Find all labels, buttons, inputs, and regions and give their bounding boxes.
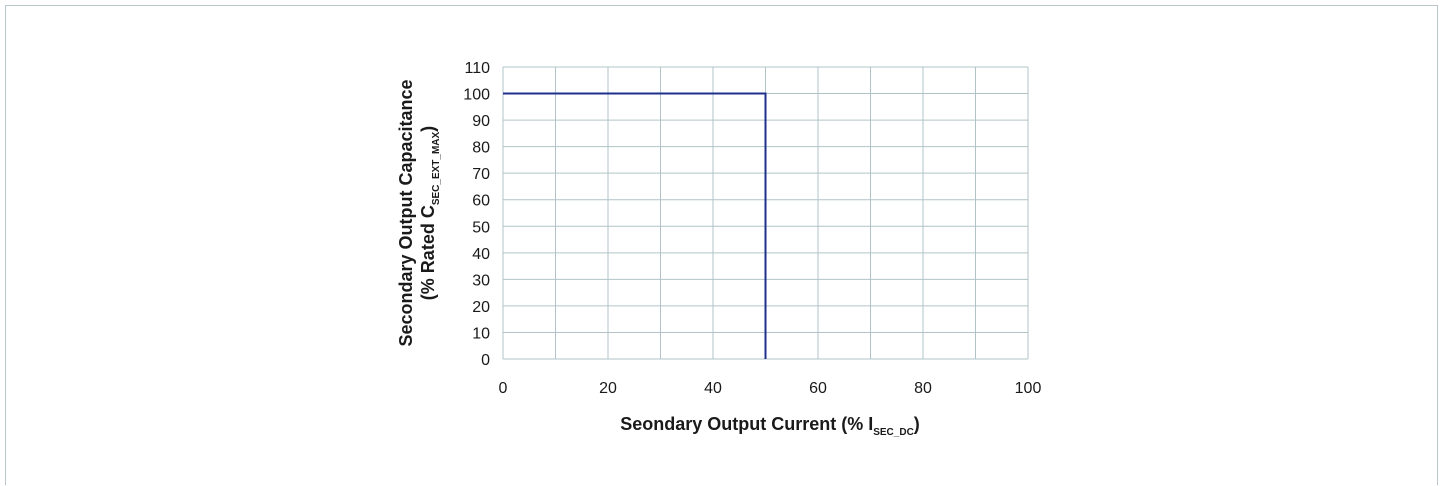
x-tick-label-80: 80 xyxy=(914,380,932,397)
y-axis-title-line2-tail: ) xyxy=(418,126,438,132)
y-axis-title-line2-main: (% Rated C xyxy=(418,205,438,300)
x-tick-label-40: 40 xyxy=(704,380,722,397)
x-axis-title-tail: ) xyxy=(914,414,920,434)
y-axis-title-line1: Secondary Output Capacitance xyxy=(396,79,416,346)
x-axis-title: Seondary Output Current (% ISEC_DC) xyxy=(620,414,920,438)
y-tick-label-80: 80 xyxy=(472,140,490,157)
y-axis-title: Secondary Output Capacitance (% Rated CS… xyxy=(396,79,442,346)
x-axis-title-main: Seondary Output Current (% I xyxy=(620,414,873,434)
y-tick-label-110: 110 xyxy=(464,60,490,77)
y-tick-label-40: 40 xyxy=(472,246,490,263)
y-tick-label-0: 0 xyxy=(481,352,490,369)
y-tick-label-20: 20 xyxy=(472,299,490,316)
x-tick-label-20: 20 xyxy=(599,380,617,397)
y-tick-label-30: 30 xyxy=(472,272,490,289)
y-tick-labels: 0 10 20 30 40 50 60 70 80 90 100 110 xyxy=(463,60,490,369)
y-tick-label-90: 90 xyxy=(472,113,490,130)
capacitance-derating-chart: 0 10 20 30 40 50 60 70 80 90 100 110 0 20 40 60 80 100 S… xyxy=(396,60,1042,438)
x-tick-label-60: 60 xyxy=(809,380,827,397)
y-tick-label-100: 100 xyxy=(463,87,490,104)
y-tick-label-10: 10 xyxy=(472,325,490,342)
chart-frame: 0 10 20 30 40 50 60 70 80 90 100 110 0 20 40 60 80 100 S… xyxy=(5,5,1438,485)
x-axis-title-subscript: SEC_DC xyxy=(873,427,914,438)
x-tick-label-0: 0 xyxy=(499,380,508,397)
x-tick-label-100: 100 xyxy=(1015,380,1042,397)
series-line-0 xyxy=(503,92,767,359)
series-layer xyxy=(503,92,767,359)
y-axis-title-line2-subscript: SEC_EXT_MAX xyxy=(431,131,442,205)
y-tick-label-70: 70 xyxy=(472,166,490,183)
y-tick-label-50: 50 xyxy=(472,219,490,236)
y-tick-label-60: 60 xyxy=(472,193,490,210)
y-axis-title-line2: (% Rated CSEC_EXT_MAX) xyxy=(418,126,442,300)
x-tick-labels: 0 20 40 60 80 100 xyxy=(499,380,1042,397)
